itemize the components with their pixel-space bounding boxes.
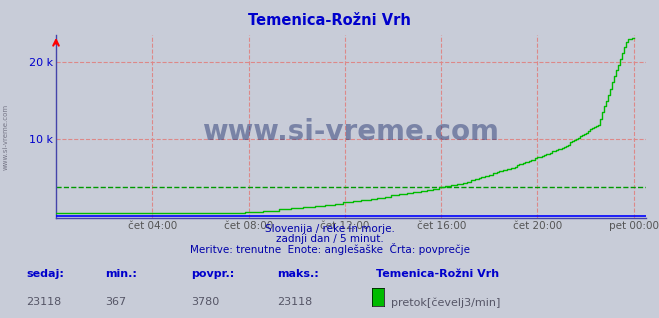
Text: sedaj:: sedaj: xyxy=(26,269,64,279)
Text: zadnji dan / 5 minut.: zadnji dan / 5 minut. xyxy=(275,234,384,244)
Text: 23118: 23118 xyxy=(26,297,61,307)
Text: www.si-vreme.com: www.si-vreme.com xyxy=(202,118,500,146)
Text: pretok[čevelj3/min]: pretok[čevelj3/min] xyxy=(391,297,500,308)
Text: Meritve: trenutne  Enote: anglešaške  Črta: povprečje: Meritve: trenutne Enote: anglešaške Črta… xyxy=(190,243,469,255)
Text: Temenica-Rožni Vrh: Temenica-Rožni Vrh xyxy=(376,269,499,279)
Text: maks.:: maks.: xyxy=(277,269,318,279)
Text: 23118: 23118 xyxy=(277,297,312,307)
Text: 3780: 3780 xyxy=(191,297,219,307)
Text: 367: 367 xyxy=(105,297,127,307)
Text: Slovenija / reke in morje.: Slovenija / reke in morje. xyxy=(264,224,395,234)
Text: www.si-vreme.com: www.si-vreme.com xyxy=(2,104,9,170)
Text: povpr.:: povpr.: xyxy=(191,269,235,279)
Text: Temenica-Rožni Vrh: Temenica-Rožni Vrh xyxy=(248,13,411,28)
Text: min.:: min.: xyxy=(105,269,137,279)
